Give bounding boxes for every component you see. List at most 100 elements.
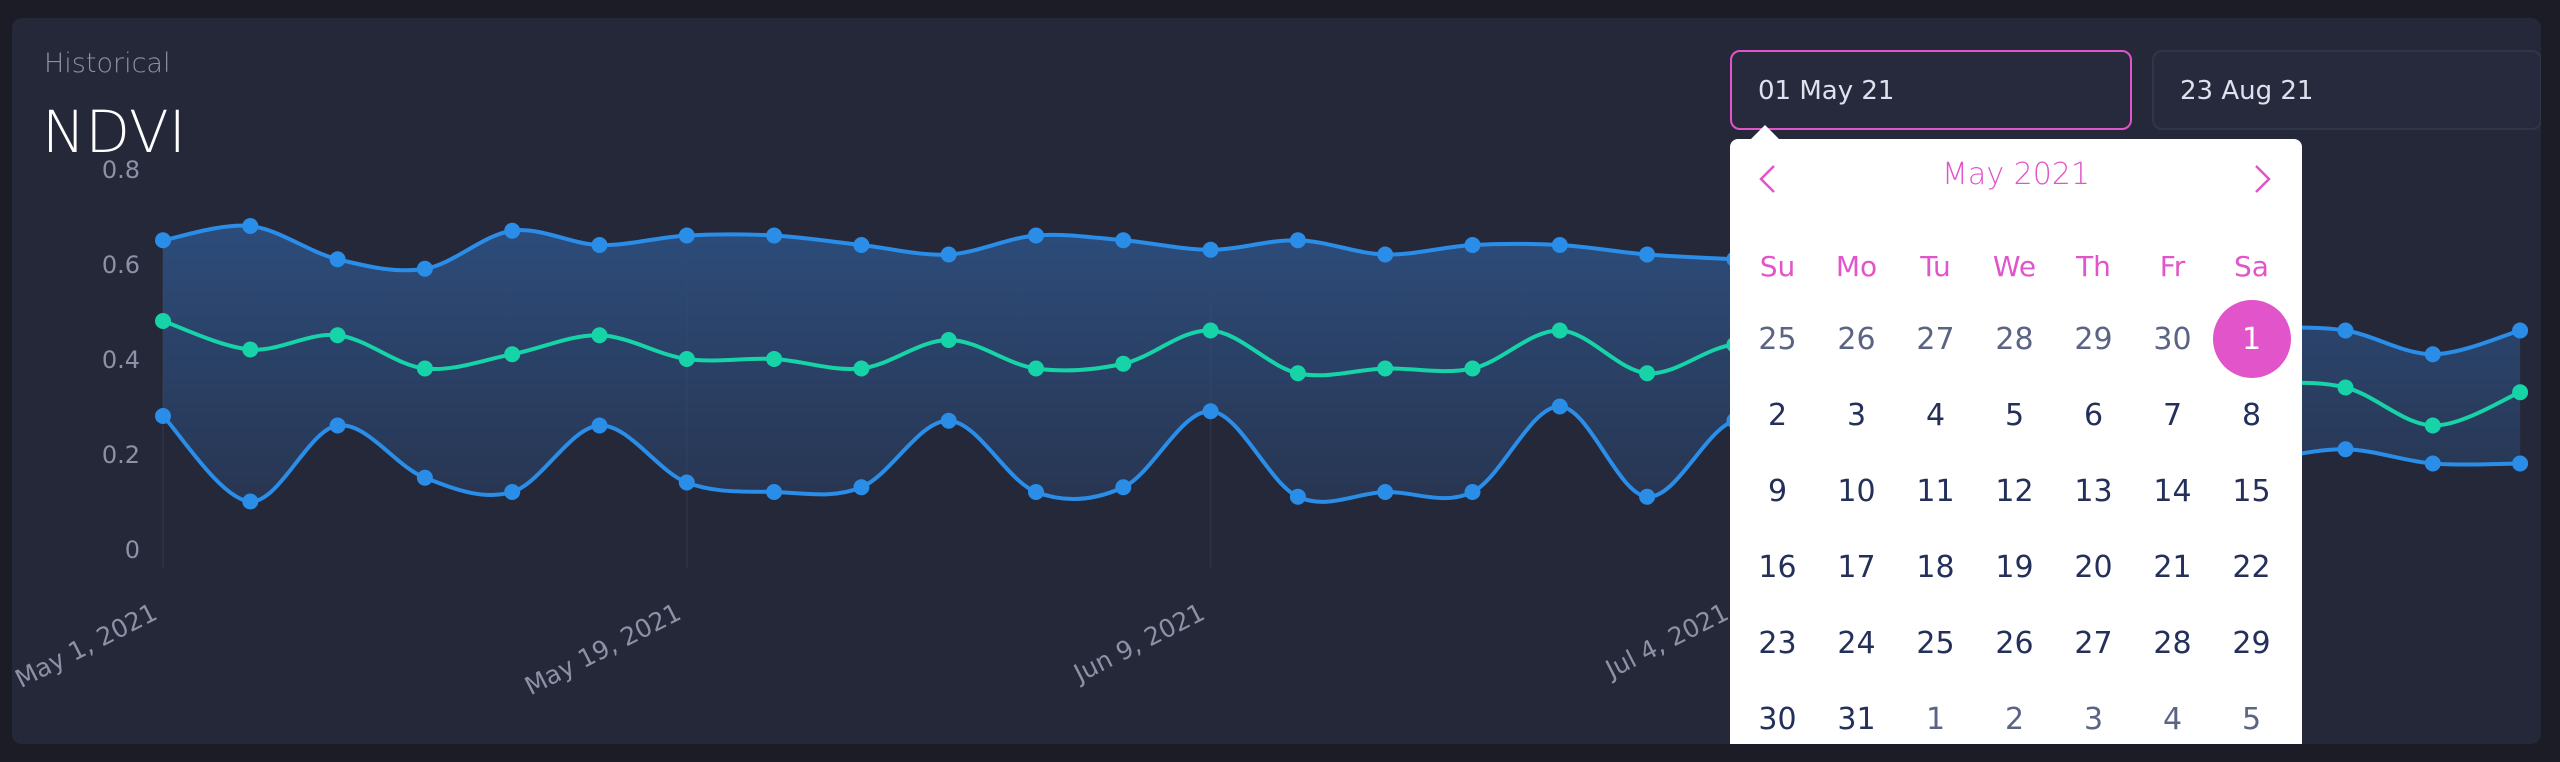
calendar-day[interactable]: 18 <box>1916 549 1955 585</box>
calendar-day[interactable]: 4 <box>1925 397 1946 433</box>
calendar-day[interactable]: 27 <box>2074 625 2113 661</box>
calendar-day[interactable]: 28 <box>2153 625 2192 661</box>
calendar-day[interactable]: 15 <box>2232 473 2271 509</box>
data-point <box>1464 237 1481 253</box>
x-tick-label: Jun 9, 2021 <box>1067 598 1209 689</box>
calendar-day[interactable]: 26 <box>1995 625 2034 661</box>
calendar-day[interactable]: 6 <box>2083 397 2104 433</box>
data-point <box>1551 237 1568 253</box>
calendar-day[interactable]: 19 <box>1995 549 2034 585</box>
data-point <box>2337 441 2354 458</box>
calendar-day[interactable]: 4 <box>2162 701 2183 737</box>
data-point <box>1289 232 1306 249</box>
calendar-day-selected[interactable]: 1 <box>2212 300 2291 378</box>
calendar-day[interactable]: 23 <box>1758 625 1797 661</box>
data-point <box>2337 379 2354 396</box>
calendar-week-row: 9 10 11 12 13 14 15 <box>1730 453 2302 529</box>
data-point <box>504 222 521 239</box>
weekday-label: Mo <box>1835 249 1878 283</box>
card-subtitle: Historical <box>44 48 171 79</box>
ndvi-card: 0 0.2 0.4 0.6 0.8 May 1, 2021 May 19, 2021 Jun … <box>12 18 2541 744</box>
data-point <box>1551 398 1568 415</box>
end-date-input[interactable]: 23 Aug 21 <box>2152 50 2541 130</box>
weekday-header-row: Su Mo Tu We Th Fr Sa <box>1730 231 2302 301</box>
y-tick-label: 0 <box>125 536 140 564</box>
calendar-day[interactable]: 9 <box>1767 473 1788 509</box>
calendar-day[interactable]: 28 <box>1995 321 2034 357</box>
calendar-day[interactable]: 1 <box>1925 701 1946 737</box>
calendar-day[interactable]: 13 <box>2074 473 2113 509</box>
calendar-week-row: 2 3 4 5 6 7 8 <box>1730 377 2302 453</box>
calendar-day[interactable]: 29 <box>2232 625 2271 661</box>
calendar-day[interactable]: 16 <box>1758 549 1797 585</box>
data-point <box>1115 232 1132 249</box>
data-point <box>2424 455 2441 472</box>
calendar-day[interactable]: 8 <box>2241 397 2262 433</box>
calendar-day[interactable]: 5 <box>2241 701 2262 737</box>
data-point <box>853 360 870 377</box>
data-point <box>1289 365 1306 382</box>
calendar-day[interactable]: 5 <box>2004 397 2025 433</box>
data-point <box>1202 403 1219 420</box>
calendar-day[interactable]: 26 <box>1837 321 1876 357</box>
calendar-day[interactable]: 30 <box>1758 701 1797 737</box>
data-point <box>1377 484 1394 500</box>
calendar-day[interactable]: 3 <box>2083 701 2104 737</box>
calendar-day[interactable]: 24 <box>1837 625 1876 661</box>
calendar-day[interactable]: 2 <box>2004 701 2025 737</box>
calendar-day[interactable]: 10 <box>1837 473 1876 509</box>
data-point <box>1639 365 1656 382</box>
calendar-day[interactable]: 17 <box>1837 549 1876 585</box>
calendar-day[interactable]: 25 <box>1758 321 1797 357</box>
chevron-right-icon[interactable] <box>2244 161 2280 197</box>
calendar-day[interactable]: 12 <box>1995 473 2034 509</box>
start-date-input[interactable]: 01 May 21 <box>1730 50 2132 130</box>
data-point <box>766 351 783 367</box>
data-point <box>2512 384 2529 401</box>
data-point <box>2512 322 2529 339</box>
calendar-day[interactable]: 27 <box>1916 321 1955 357</box>
calendar-day[interactable]: 31 <box>1837 701 1876 737</box>
calendar-day[interactable]: 29 <box>2074 321 2113 357</box>
chevron-left-icon[interactable] <box>1750 161 1786 197</box>
data-point <box>242 493 259 510</box>
calendar-day[interactable]: 20 <box>2074 549 2113 585</box>
calendar-week-row: 30 31 1 2 3 4 5 <box>1730 681 2302 744</box>
date-picker-popup: May 2021 Su Mo Tu We Th Fr Sa 25 26 27 28 29 30 1 2 3 4 5… <box>1730 125 2302 744</box>
weekday-label: Fr <box>2159 249 2186 283</box>
data-point <box>1464 484 1481 500</box>
y-tick-label: 0.8 <box>102 156 140 184</box>
data-point <box>1028 227 1044 244</box>
calendar-week-row: 25 26 27 28 29 30 1 <box>1730 300 2302 378</box>
data-point <box>2512 455 2529 472</box>
data-point <box>766 484 783 500</box>
calendar-day[interactable]: 14 <box>2153 473 2192 509</box>
y-tick-label: 0.6 <box>102 251 140 279</box>
data-point <box>1115 479 1132 496</box>
x-tick-label: May 1, 2021 <box>12 598 162 694</box>
data-point <box>591 237 608 253</box>
calendar-day[interactable]: 2 <box>1767 397 1788 433</box>
calendar-day[interactable]: 21 <box>2153 549 2192 585</box>
data-point <box>678 351 695 367</box>
calendar-week-row: 16 17 18 19 20 21 22 <box>1730 529 2302 605</box>
weekday-label: Sa <box>2234 249 2269 283</box>
calendar-day[interactable]: 11 <box>1916 473 1955 509</box>
data-point <box>1115 355 1132 372</box>
calendar-day[interactable]: 30 <box>2153 321 2192 357</box>
calendar-grid: Su Mo Tu We Th Fr Sa 25 26 27 28 29 30 1 2 3 4 5 6 7 8 9 10 11 1… <box>1730 231 2302 744</box>
calendar-month-label: May 2021 <box>1942 157 2090 192</box>
data-point <box>1377 246 1394 263</box>
data-point <box>1028 360 1044 377</box>
data-point <box>940 246 957 263</box>
x-tick-label: Jul 4, 2021 <box>1599 598 1733 685</box>
data-point <box>1028 484 1044 500</box>
calendar-day[interactable]: 3 <box>1846 397 1867 433</box>
data-point <box>329 327 346 344</box>
calendar-day[interactable]: 25 <box>1916 625 1955 661</box>
data-point <box>591 417 608 434</box>
calendar-day[interactable]: 22 <box>2232 549 2271 585</box>
popup-caret <box>1750 125 1780 140</box>
calendar-day[interactable]: 7 <box>2162 397 2183 433</box>
data-point <box>678 227 695 244</box>
